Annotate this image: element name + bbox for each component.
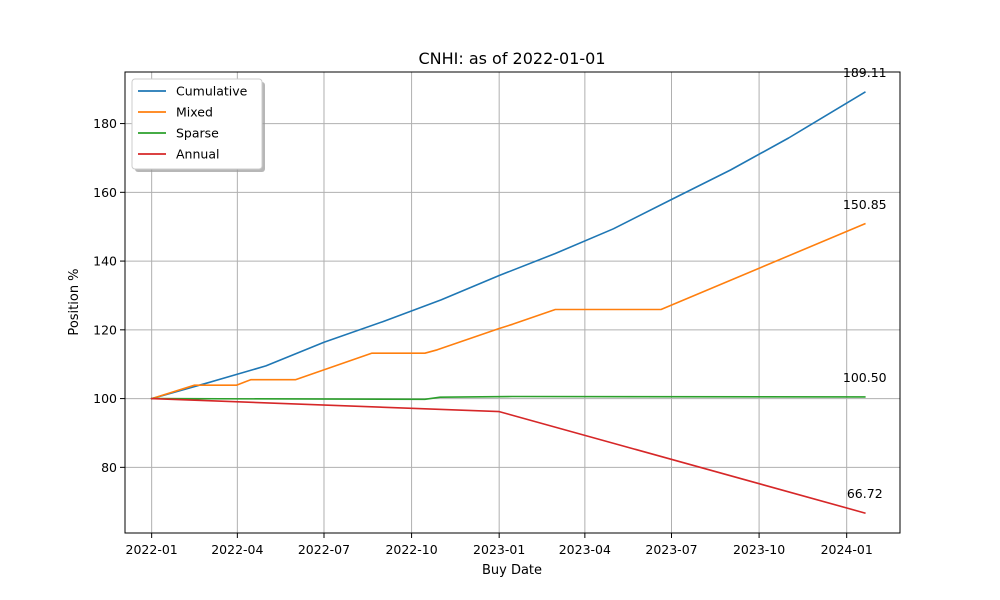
end-labels: 189.11 150.85 100.50 66.72	[843, 65, 887, 501]
legend-box	[131, 78, 263, 170]
x-tick-label: 2022-04	[211, 542, 263, 557]
end-label-mixed: 150.85	[843, 197, 887, 212]
legend: Cumulative Mixed Sparse Annual	[131, 78, 265, 172]
series-lines	[150, 91, 866, 514]
y-tick-label: 80	[101, 460, 117, 475]
series-line-cumulative	[150, 91, 866, 400]
grid-lines	[125, 72, 900, 533]
y-axis-label: Position %	[67, 268, 82, 335]
x-tick-label: 2022-01	[126, 542, 178, 557]
x-axis-label: Buy Date	[482, 563, 542, 578]
end-label-annual: 66.72	[847, 486, 883, 501]
end-label-cumulative: 189.11	[843, 65, 887, 80]
series-line-sparse	[150, 395, 866, 401]
x-tick-label: 2023-10	[733, 542, 785, 557]
y-tick-label: 160	[93, 185, 117, 200]
x-tick-label: 2024-01	[821, 542, 873, 557]
x-tick-label: 2022-10	[385, 542, 437, 557]
y-tick-label: 120	[93, 322, 117, 337]
x-tick-label: 2023-01	[473, 542, 525, 557]
y-axis-ticks: 80 100 120 140 160 180	[93, 116, 125, 475]
series-line-annual	[150, 397, 866, 514]
legend-label-annual: Annual	[176, 147, 219, 162]
legend-label-mixed: Mixed	[176, 105, 213, 120]
x-tick-label: 2023-04	[559, 542, 611, 557]
legend-label-sparse: Sparse	[176, 126, 219, 141]
y-tick-label: 180	[93, 116, 117, 131]
plot-frame	[124, 71, 901, 534]
y-tick-label: 140	[93, 254, 117, 269]
x-axis-ticks: 2022-01 2022-04 2022-07 2022-10 2023-01 2023-…	[126, 533, 873, 557]
x-tick-label: 2022-07	[298, 542, 350, 557]
y-tick-label: 100	[93, 391, 117, 406]
legend-label-cumulative: Cumulative	[176, 84, 248, 99]
chart-title: CNHI: as of 2022-01-01	[418, 49, 605, 68]
x-tick-label: 2023-07	[645, 542, 697, 557]
series-line-mixed	[150, 222, 866, 400]
end-label-sparse: 100.50	[843, 370, 887, 385]
